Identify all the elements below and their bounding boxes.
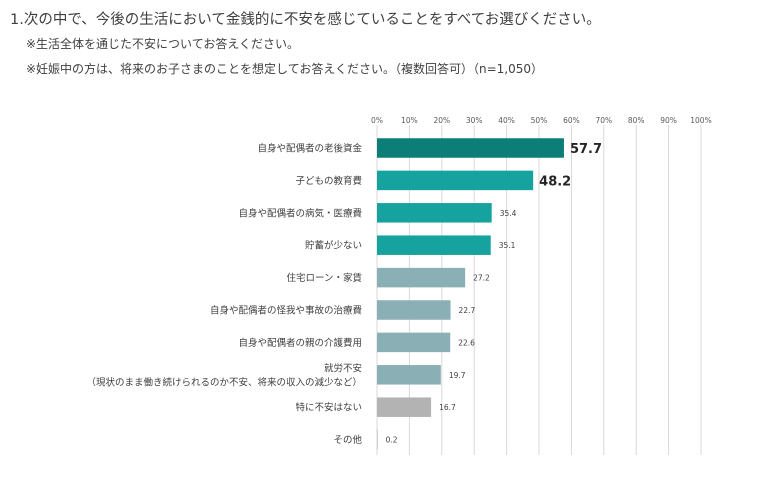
bar bbox=[377, 300, 451, 320]
category-label: 自身や配偶者の病気・医療費 bbox=[238, 207, 362, 219]
data-label: 16.7 bbox=[439, 403, 456, 412]
x-tick-label: 0% bbox=[371, 116, 383, 125]
x-tick-label: 90% bbox=[660, 116, 677, 125]
bar bbox=[377, 332, 451, 353]
data-label: 0.2 bbox=[386, 436, 398, 445]
bar bbox=[377, 397, 432, 417]
x-tick-label: 50% bbox=[531, 116, 548, 125]
data-label: 22.7 bbox=[459, 306, 476, 315]
x-tick-label: 60% bbox=[563, 116, 580, 125]
bar bbox=[377, 170, 534, 191]
note-pregnancy: ※妊娠中の方は、将来のお子さまのことを想定してお答えください。（複数回答可）（n… bbox=[26, 62, 543, 76]
note-whole-life: ※生活全体を通じた不安についてお答えください。 bbox=[26, 37, 299, 51]
category-label: 自身や配偶者の親の介護費用 bbox=[238, 337, 362, 349]
bar bbox=[377, 235, 491, 255]
category-label: その他 bbox=[333, 434, 362, 446]
category-label: 子どもの教育費 bbox=[295, 175, 362, 187]
data-label: 57.7 bbox=[570, 142, 602, 157]
data-label: 35.4 bbox=[500, 209, 517, 218]
bar bbox=[377, 138, 564, 158]
data-label: 35.1 bbox=[499, 241, 516, 250]
bar bbox=[377, 267, 466, 288]
category-label: （現状のまま働き続けられるのか不安、将来の収入の減少など） bbox=[86, 376, 362, 388]
data-label: 48.2 bbox=[539, 174, 571, 189]
bar bbox=[377, 429, 378, 450]
data-label: 27.2 bbox=[473, 274, 490, 283]
x-tick-label: 30% bbox=[466, 116, 483, 125]
category-label: 自身や配偶者の怪我や事故の治療費 bbox=[210, 305, 362, 317]
x-tick-label: 100% bbox=[690, 116, 711, 125]
data-label: 22.6 bbox=[458, 338, 475, 347]
category-label: 特に不安はない bbox=[295, 402, 362, 414]
data-label: 19.7 bbox=[449, 371, 466, 380]
category-label: 貯蓄が少ない bbox=[305, 240, 362, 252]
question-title: 1.次の中で、今後の生活において金銭的に不安を感じていることをすべてお選びくださ… bbox=[10, 12, 601, 28]
bar bbox=[377, 365, 441, 385]
x-tick-label: 80% bbox=[628, 116, 645, 125]
bar bbox=[377, 203, 492, 223]
category-label: 自身や配偶者の老後資金 bbox=[257, 143, 362, 155]
category-label: 住宅ローン・家賃 bbox=[286, 272, 362, 284]
x-tick-label: 10% bbox=[401, 116, 418, 125]
x-tick-label: 20% bbox=[433, 116, 450, 125]
x-tick-label: 40% bbox=[498, 116, 515, 125]
category-label: 就労不安 bbox=[324, 362, 362, 374]
x-tick-label: 70% bbox=[595, 116, 612, 125]
